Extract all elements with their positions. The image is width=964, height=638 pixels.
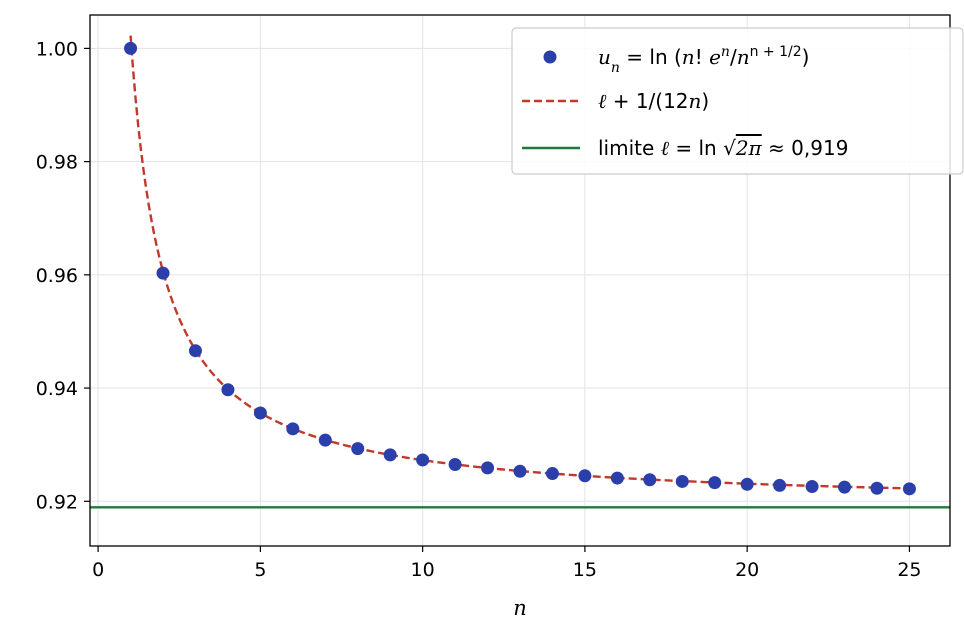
data-point (416, 453, 430, 467)
data-point (870, 481, 884, 495)
data-point (156, 266, 170, 280)
scatter-points-layer (124, 41, 916, 496)
legend-label-fit: ℓ + 1/(12n) (598, 89, 709, 113)
x-axis-ticks: 0 5 10 15 20 25 (92, 546, 922, 581)
plot-frame (89, 14, 951, 547)
x-tick-label: 20 (735, 559, 759, 581)
y-tick-label: 0.98 (36, 152, 78, 174)
y-tick-label: 1.00 (36, 38, 78, 60)
x-tick-label: 5 (254, 559, 266, 581)
data-point (578, 469, 592, 483)
data-point (221, 383, 235, 397)
data-point (545, 467, 559, 481)
x-tick-label: 25 (897, 559, 921, 581)
data-point (383, 448, 397, 462)
legend-label-limit: limite ℓ = ln √2π ≈ 0,919 (598, 136, 848, 160)
x-tick-label: 10 (411, 559, 435, 581)
data-point (253, 406, 267, 420)
y-tick-label: 0.96 (36, 265, 78, 287)
y-tick-label: 0.94 (36, 378, 78, 400)
data-point (513, 464, 527, 478)
x-tick-label: 0 (92, 559, 104, 581)
data-point (902, 482, 916, 496)
data-point (805, 480, 819, 494)
data-point (481, 461, 495, 475)
y-axis-ticks: 0.92 0.94 0.96 0.98 1.00 (36, 38, 90, 513)
data-point (773, 478, 787, 492)
data-point (740, 477, 754, 491)
data-point (643, 473, 657, 487)
legend-box (511, 27, 964, 175)
data-point (351, 442, 365, 456)
data-point (610, 471, 624, 485)
data-point (188, 344, 202, 358)
legend-marker-scatter (543, 50, 557, 64)
y-tick-label: 0.92 (36, 491, 78, 513)
legend: un = ln (n! en/nn + 1/2) ℓ + 1/(12n) lim… (511, 27, 964, 175)
data-point (838, 480, 852, 494)
data-point (124, 41, 138, 55)
x-axis-title: n (513, 596, 527, 620)
data-point (286, 422, 300, 436)
x-tick-label: 15 (573, 559, 597, 581)
data-point (448, 457, 462, 471)
legend-label-scatter: un = ln (n! en/nn + 1/2) (598, 44, 809, 76)
data-point (318, 433, 332, 447)
data-point (708, 476, 722, 490)
data-point (675, 474, 689, 488)
